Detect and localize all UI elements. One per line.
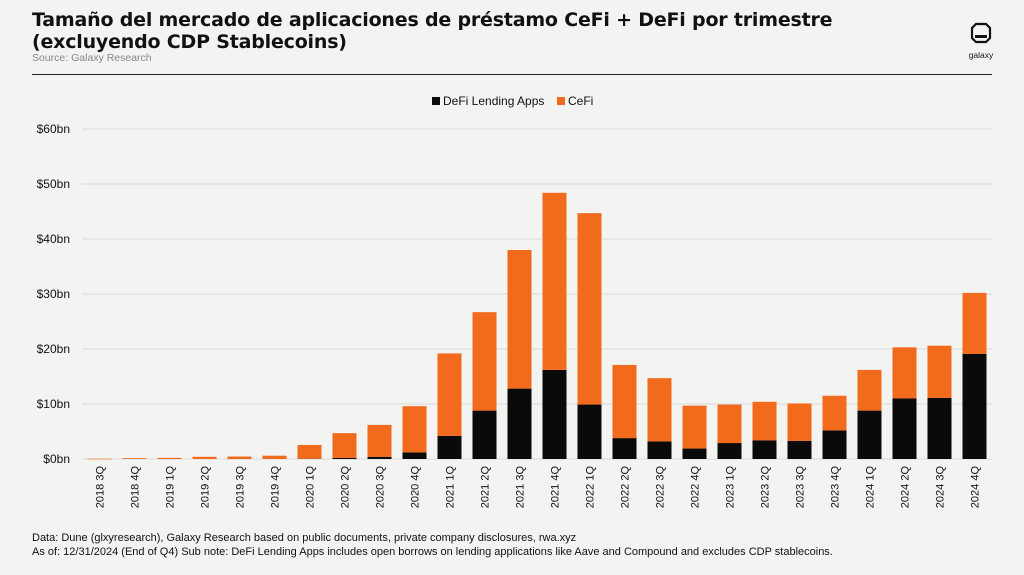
x-tick-label: 2019 2Q	[200, 466, 212, 509]
bar-cefi	[192, 456, 217, 459]
x-tick-label: 2022 2Q	[620, 466, 632, 509]
legend-swatch	[557, 97, 565, 105]
bar-cefi	[682, 405, 707, 449]
y-tick-label: $50bn	[37, 177, 70, 191]
bar-defi	[472, 410, 497, 459]
bar-defi	[857, 410, 882, 459]
x-tick-label: 2022 4Q	[690, 466, 702, 509]
x-tick-label: 2021 4Q	[550, 466, 562, 509]
bar-defi	[612, 438, 637, 459]
x-tick-label: 2018 3Q	[95, 466, 107, 509]
bar-cefi	[437, 353, 462, 436]
footnote-as-of: As of: 12/31/2024 (End of Q4) Sub note: …	[32, 546, 833, 558]
x-tick-label: 2024 2Q	[900, 466, 912, 509]
bar-cefi	[542, 192, 567, 370]
x-tick-label: 2020 4Q	[410, 466, 422, 509]
x-tick-label: 2023 2Q	[760, 466, 772, 509]
x-tick-label: 2019 3Q	[235, 466, 247, 509]
bar-defi	[367, 456, 392, 459]
bar-cefi	[892, 347, 917, 399]
bar-cefi	[87, 458, 112, 460]
bar-cefi	[332, 433, 357, 458]
galaxy-logo: galaxy	[964, 22, 998, 60]
x-tick-label: 2018 4Q	[130, 466, 142, 509]
bar-defi	[962, 353, 987, 459]
bar-cefi	[717, 404, 742, 444]
bar-cefi	[367, 424, 392, 457]
x-tick-label: 2023 4Q	[830, 466, 842, 509]
x-tick-label: 2021 1Q	[445, 466, 457, 509]
bar-cefi	[752, 401, 777, 441]
x-tick-label: 2019 4Q	[270, 466, 282, 509]
y-tick-label: $60bn	[37, 122, 70, 136]
x-tick-label: 2024 4Q	[970, 466, 982, 509]
y-tick-label: $0bn	[43, 452, 70, 466]
stacked-bar-chart: $0bn $10bn $20bn $30bn $40bn $50bn $60bn 2018 …	[37, 94, 992, 509]
bar-defi	[927, 397, 952, 459]
bar-cefi	[507, 250, 532, 389]
bar-defi	[647, 441, 672, 459]
bar-cefi	[822, 395, 847, 431]
bar-cefi	[297, 444, 322, 459]
bar-defi	[332, 457, 357, 459]
x-tick-label: 2020 2Q	[340, 466, 352, 509]
galaxy-logo-icon	[970, 22, 992, 44]
bar-defi	[892, 398, 917, 459]
x-tick-label: 2023 3Q	[795, 466, 807, 509]
title-divider	[32, 74, 992, 75]
bar-cefi	[857, 369, 882, 411]
bar-cefi	[647, 378, 672, 442]
x-tick-label: 2023 1Q	[725, 466, 737, 509]
bar-cefi	[612, 364, 637, 439]
bar-defi	[822, 430, 847, 459]
y-tick-label: $20bn	[37, 342, 70, 356]
bar-defi	[507, 388, 532, 459]
bar-defi	[402, 452, 427, 459]
chart-title: Tamaño del mercado de aplicaciones de pr…	[32, 9, 833, 53]
x-tick-label: 2022 3Q	[655, 466, 667, 509]
bar-cefi	[472, 312, 497, 411]
bar-cefi	[122, 458, 147, 459]
x-tick-label: 2022 1Q	[585, 466, 597, 509]
legend: DeFi Lending Apps CeFi	[432, 94, 593, 108]
y-tick-label: $40bn	[37, 232, 70, 246]
bar-defi	[577, 404, 602, 459]
bar-defi	[437, 435, 462, 459]
bar-defi	[682, 448, 707, 459]
x-tick-label: 2019 1Q	[165, 466, 177, 509]
bar-cefi	[962, 292, 987, 354]
x-tick-label: 2024 1Q	[865, 466, 877, 509]
bar-cefi	[227, 456, 252, 459]
chart-source: Source: Galaxy Research	[32, 52, 152, 64]
x-tick-label: 2020 1Q	[305, 466, 317, 509]
x-tick-label: 2021 2Q	[480, 466, 492, 509]
logo-text: galaxy	[968, 50, 994, 60]
x-tick-label: 2021 3Q	[515, 466, 527, 509]
bar-defi	[752, 440, 777, 459]
bar-cefi	[927, 345, 952, 398]
bar-defi	[787, 440, 812, 459]
x-axis-labels: 2018 3Q 2018 4Q 2019 1Q 2019 2Q 2019 3Q 2019 …	[95, 466, 982, 509]
bar-cefi	[262, 455, 287, 459]
bar-cefi	[157, 457, 182, 459]
y-tick-label: $30bn	[37, 287, 70, 301]
bar-cefi	[577, 213, 602, 405]
bar-defi	[542, 369, 567, 459]
legend-label: DeFi Lending Apps	[443, 94, 544, 108]
bar-defi	[717, 443, 742, 459]
bars	[87, 192, 987, 460]
footnote-data: Data: Dune (glxyresearch), Galaxy Resear…	[32, 532, 577, 544]
bar-cefi	[787, 403, 812, 441]
y-axis-labels: $0bn $10bn $20bn $30bn $40bn $50bn $60bn	[37, 122, 70, 466]
legend-label: CeFi	[568, 94, 593, 108]
x-tick-label: 2024 3Q	[935, 466, 947, 509]
y-grid	[82, 128, 992, 460]
bar-cefi	[402, 406, 427, 453]
x-tick-label: 2020 3Q	[375, 466, 387, 509]
y-tick-label: $10bn	[37, 397, 70, 411]
legend-swatch	[432, 97, 440, 105]
